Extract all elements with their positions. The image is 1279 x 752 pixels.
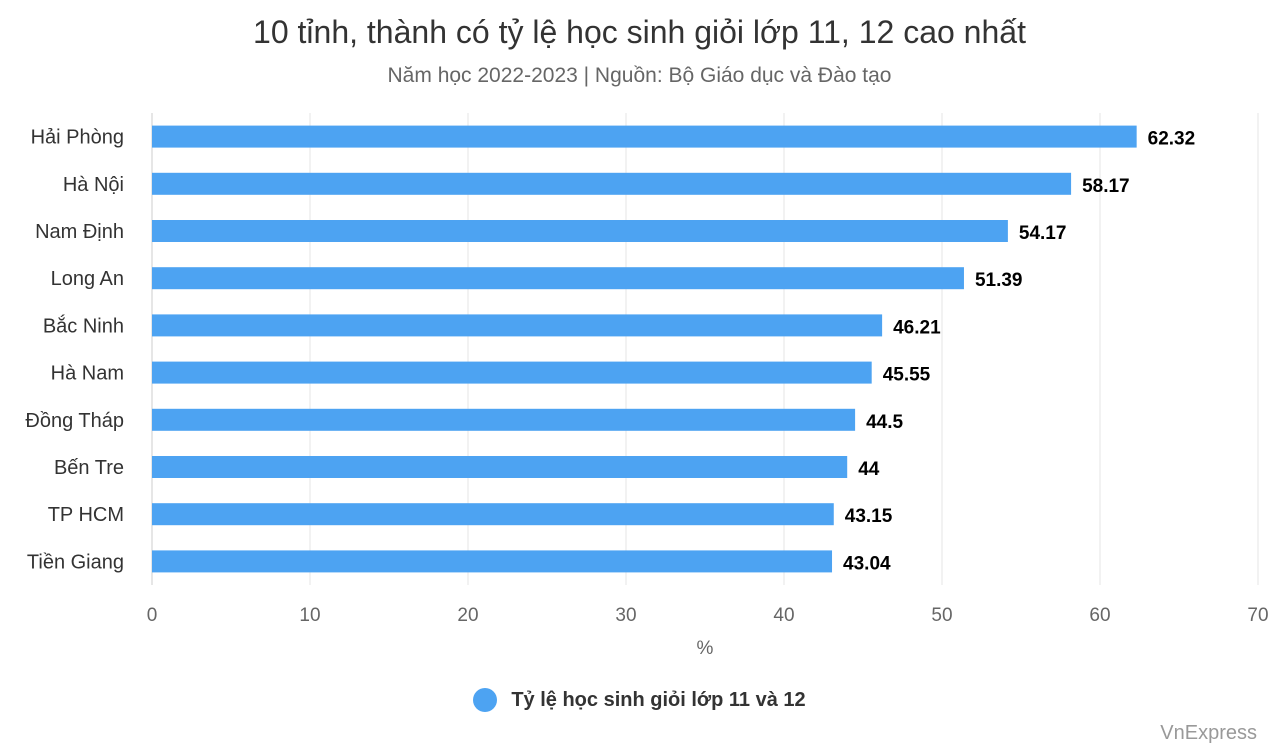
category-label: Đồng Tháp (25, 410, 124, 432)
legend-label: Tỷ lệ học sinh giỏi lớp 11 và 12 (511, 688, 806, 711)
bar (152, 408, 856, 431)
bar-chart: 0 10 20 30 40 50 60 70 Hải Phòng 62.32 Hà Nội 58.17… (25, 113, 1269, 659)
category-label: Nam Định (35, 221, 124, 243)
data-label: 44.5 (866, 412, 903, 433)
x-tick-label: 0 (147, 605, 158, 626)
x-tick-label: 10 (299, 605, 320, 626)
chart-title: 10 tỉnh, thành có tỷ lệ học sinh giỏi lớ… (253, 14, 1026, 50)
x-tick-label: 20 (457, 605, 478, 626)
data-label: 54.17 (1019, 223, 1067, 244)
bar (152, 267, 964, 290)
x-tick-label: 30 (615, 605, 636, 626)
data-label: 43.04 (843, 553, 891, 574)
category-label: Hải Phòng (31, 127, 124, 149)
legend-marker (473, 688, 498, 712)
x-tick-label: 50 (931, 605, 952, 626)
data-label: 45.55 (883, 365, 931, 386)
data-label: 62.32 (1148, 129, 1196, 150)
category-label: Hà Nội (63, 174, 124, 196)
data-label: 43.15 (845, 506, 893, 527)
bar (152, 456, 848, 478)
data-label: 51.39 (975, 270, 1023, 291)
data-label: 46.21 (893, 317, 941, 338)
x-axis-title: % (697, 638, 714, 659)
x-tick-label: 70 (1247, 605, 1268, 626)
bar (152, 314, 883, 337)
category-label: Bắc Ninh (43, 314, 124, 337)
x-tick-label: 40 (773, 605, 794, 626)
bar (152, 125, 1137, 148)
bar (152, 503, 834, 526)
x-tick-label: 60 (1089, 605, 1110, 626)
data-label: 58.17 (1082, 176, 1130, 197)
data-label: 44 (858, 459, 880, 480)
category-label: TP HCM (48, 504, 124, 526)
chart-subtitle: Năm học 2022-2023 | Nguồn: Bộ Giáo dục v… (387, 64, 892, 87)
category-label: Long An (51, 268, 124, 290)
bar (152, 172, 1072, 195)
source-credit: VnExpress (1160, 722, 1257, 744)
legend[interactable]: Tỷ lệ học sinh giỏi lớp 11 và 12 (0, 688, 1279, 712)
category-label: Tiền Giang (27, 551, 124, 573)
bar (152, 361, 872, 384)
bar (152, 220, 1008, 242)
category-label: Bến Tre (54, 457, 124, 479)
bar (152, 550, 833, 573)
category-label: Hà Nam (51, 363, 124, 385)
